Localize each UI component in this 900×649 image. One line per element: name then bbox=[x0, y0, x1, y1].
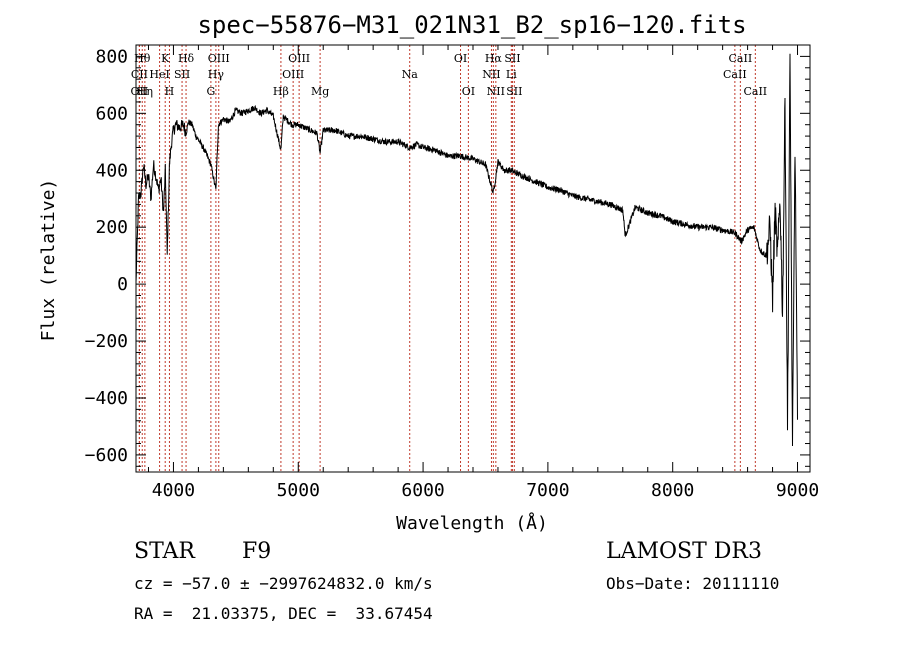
x-tick-label: 7000 bbox=[526, 480, 569, 501]
y-tick-label: 800 bbox=[95, 46, 128, 67]
x-tick-label: 4000 bbox=[152, 480, 195, 501]
spectral-line-label: Hη bbox=[137, 85, 153, 98]
velocity-readout: cz = −57.0 ± −2997624832.0 km/s bbox=[134, 574, 433, 593]
spectral-line-label: OI bbox=[462, 85, 475, 98]
y-tick-label: −400 bbox=[85, 388, 128, 409]
spectral-line-label: SII bbox=[504, 52, 520, 65]
spectral-line-label: G bbox=[206, 85, 215, 98]
spectral-line-label: Na bbox=[402, 68, 419, 81]
spectral-line-label: OIII bbox=[282, 68, 304, 81]
spectral-line-label: Hβ bbox=[273, 85, 289, 98]
spectral-line-label: Li bbox=[506, 68, 517, 81]
spectral-line-label: NII bbox=[482, 68, 500, 81]
spectral-line-label: Hγ bbox=[208, 68, 225, 81]
spectral-line-label: CaII bbox=[723, 68, 747, 81]
coordinates: RA = 21.03375, DEC = 33.67454 bbox=[134, 604, 433, 623]
x-axis-label: Wavelength (Å) bbox=[396, 512, 548, 534]
spectral-line-label: NII bbox=[487, 85, 505, 98]
spectral-line-label: Hα bbox=[485, 52, 503, 65]
y-tick-label: −600 bbox=[85, 445, 128, 466]
y-tick-label: 600 bbox=[95, 103, 128, 124]
object-class: STAR bbox=[134, 539, 195, 564]
spectral-line-label: Hθ bbox=[134, 52, 151, 65]
spectral-line-label: OIII bbox=[208, 52, 230, 65]
spectral-line-label: Hδ bbox=[178, 52, 195, 65]
spectral-line-label: CII bbox=[131, 68, 148, 81]
x-tick-label: 5000 bbox=[277, 480, 320, 501]
spectrum-series-line bbox=[135, 53, 798, 447]
x-tick-label: 9000 bbox=[776, 480, 819, 501]
spectral-line-label: OII bbox=[131, 85, 149, 98]
spectral-line-label: CaII bbox=[729, 52, 753, 65]
spectral-line-label: H bbox=[165, 85, 175, 98]
chart-title: spec−55876−M31_021N31_B2_sp16−120.fits bbox=[197, 11, 746, 39]
spectral-line-label: K bbox=[161, 52, 170, 65]
x-tick-label: 6000 bbox=[401, 480, 444, 501]
spectral-line-label: HeI bbox=[149, 68, 169, 81]
y-tick-label: 0 bbox=[117, 274, 128, 295]
obs-date: Obs−Date: 20111110 bbox=[606, 574, 780, 593]
y-tick-label: −200 bbox=[85, 331, 128, 352]
y-tick-label: 200 bbox=[95, 217, 128, 238]
spectral-line-label: CaII bbox=[743, 85, 767, 98]
spectral-line-label: SII bbox=[506, 85, 522, 98]
spectral-line-label: SII bbox=[174, 68, 190, 81]
spectral-line-label: OIII bbox=[288, 52, 310, 65]
spectral-line-label: OI bbox=[454, 52, 467, 65]
x-tick-label: 8000 bbox=[651, 480, 694, 501]
y-axis-label: Flux (relative) bbox=[38, 179, 59, 342]
object-subclass: F9 bbox=[242, 539, 272, 564]
survey-name: LAMOST DR3 bbox=[606, 539, 762, 564]
y-tick-label: 400 bbox=[95, 160, 128, 181]
spectral-line-label: Mg bbox=[311, 85, 329, 98]
